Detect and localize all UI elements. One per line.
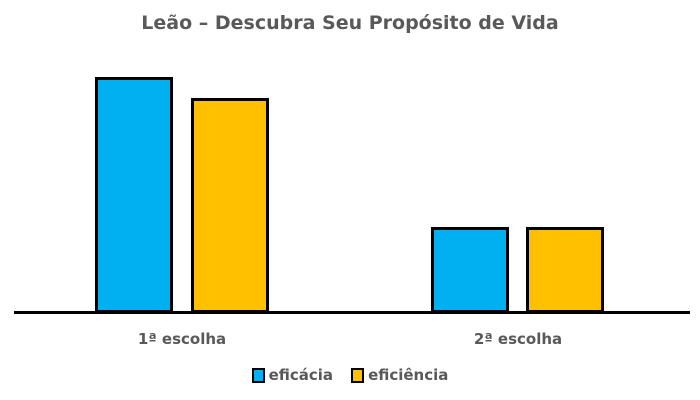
chart-title: Leão – Descubra Seu Propósito de Vida	[141, 12, 559, 34]
x-axis-line	[14, 311, 690, 314]
legend-label: eficácia	[268, 366, 334, 384]
legend-swatch-icon	[251, 367, 265, 383]
category-label: 2ª escolha	[473, 330, 563, 348]
legend-item-eficiencia[interactable]: eficiência	[351, 366, 448, 384]
legend: eficácia eficiência	[0, 366, 700, 384]
legend-item-eficacia[interactable]: eficácia	[251, 366, 334, 384]
bar-2a-escolha-eficacia	[431, 227, 509, 313]
bar-2a-escolha-eficiencia	[526, 227, 604, 313]
bar-1a-escolha-eficacia	[95, 77, 173, 313]
legend-label: eficiência	[368, 366, 449, 384]
legend-swatch-icon	[351, 367, 365, 383]
bar-1a-escolha-eficiencia	[191, 98, 269, 313]
category-label: 1ª escolha	[137, 330, 227, 348]
